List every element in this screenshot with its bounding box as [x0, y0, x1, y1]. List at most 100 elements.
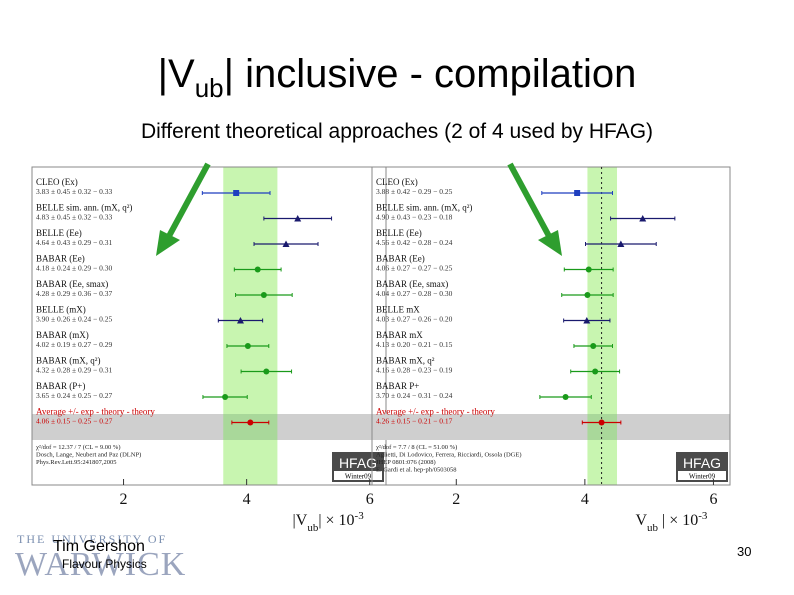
- xtick-label-right-2: 6: [709, 491, 717, 508]
- xaxis-label-right: Vub | × 10-3: [635, 510, 707, 534]
- point-values-right-0: 3.88 ± 0.42 − 0.29 − 0.25: [376, 187, 453, 196]
- point-label-right-6: BABAR mX: [376, 330, 423, 340]
- marker-right-3: [585, 266, 592, 273]
- chart-right-svg: CLEO (Ex)3.88 ± 0.42 − 0.29 − 0.25 BELLE …: [371, 166, 731, 534]
- marker-right-2: [617, 240, 625, 247]
- xaxis-label-left: |Vub| × 10-3: [293, 510, 365, 534]
- point-label-left-9: Average +/- exp - theory - theory: [36, 407, 155, 417]
- marker-right-7: [592, 368, 599, 375]
- arrow-left-icon: [156, 162, 211, 256]
- chart-right: CLEO (Ex) 3.88 ± 0.42 − 0.29 − 0.25 BELLE …: [370, 162, 734, 537]
- footer-text-right-1: Aglietti, Di Lodovico, Ferrera, Ricciard…: [376, 452, 522, 459]
- point-label-right-9: Average +/- exp - theory - theory: [376, 407, 495, 417]
- marker-right-4: [584, 292, 591, 298]
- point-label-left-7: BABAR (mX, q²): [36, 356, 100, 366]
- hfag-badge-text-left: HFAG: [339, 455, 377, 471]
- point-values-right-1: 4.90 ± 0.43 − 0.23 − 0.18: [376, 213, 453, 222]
- marker-left-6: [244, 343, 251, 349]
- point-label-right-2: BELLE (Ee): [376, 228, 422, 238]
- point-values-left-4: 4.28 ± 0.29 ± 0.36 − 0.37: [36, 289, 112, 298]
- point-values-right-9: 4.26 ± 0.15 − 0.21 − 0.17: [376, 417, 453, 426]
- point-label-right-1: BELLE sim. ann. (mX, q²): [376, 203, 472, 213]
- point-label-right-8: BABAR P+: [376, 381, 419, 391]
- point-values-left-6: 4.02 ± 0.19 ± 0.27 − 0.29: [36, 340, 112, 349]
- marker-left-8: [222, 394, 229, 400]
- footer-text-left-1: Dosch, Lange, Neubert and Paz (DLNP): [36, 452, 141, 459]
- slide-number: 30: [737, 544, 752, 559]
- xtick-label-left-0: 2: [120, 491, 128, 508]
- point-values-left-2: 4.64 ± 0.43 ± 0.29 − 0.31: [36, 238, 112, 247]
- marker-right-8: [562, 394, 569, 400]
- xtick-label-left-2: 6: [366, 491, 374, 508]
- xtick-label-left-1: 4: [243, 491, 251, 508]
- marker-right-6: [590, 343, 597, 349]
- footer-text-right-3: E. Gardi et al. hep-ph/0503058: [376, 467, 457, 474]
- point-label-right-3: BABAR (Ee): [376, 254, 425, 264]
- point-values-right-4: 4.04 ± 0.27 − 0.28 − 0.30: [376, 289, 453, 298]
- hfag-badge-text-right: HFAG: [683, 455, 721, 471]
- xtick-label-right-1: 4: [581, 491, 589, 508]
- marker-right-0: [574, 190, 581, 196]
- point-values-left-7: 4.32 ± 0.28 ± 0.29 − 0.31: [36, 366, 112, 375]
- marker-left-9: [247, 419, 254, 426]
- slide-subtitle: Different theoretical approaches (2 of 4…: [140, 120, 654, 143]
- marker-left-5: [236, 317, 244, 324]
- svg-text:THE UNIVERSITY OF: THE UNIVERSITY OF: [17, 532, 167, 546]
- point-label-left-2: BELLE (Ee): [36, 228, 82, 238]
- point-values-left-9: 4.06 ± 0.15 − 0.25 − 0.27: [36, 417, 113, 426]
- footer-text-right-2: JHEP 0801:076 (2008): [376, 459, 436, 466]
- point-values-right-8: 3.70 ± 0.24 − 0.31 − 0.24: [376, 391, 453, 400]
- point-label-right-4: BABAR (Ee, smax): [376, 279, 448, 289]
- marker-left-0: [233, 190, 240, 196]
- footer-text-right-0: χ²/dof = 7.7 / 8 (CL = 51.00 %): [376, 444, 457, 451]
- average-row-bg-left: [32, 414, 386, 440]
- point-label-left-4: BABAR (Ee, smax): [36, 279, 108, 289]
- frame-right: [371, 166, 731, 486]
- point-values-left-3: 4.18 ± 0.24 ± 0.29 − 0.30: [36, 264, 112, 273]
- point-values-left-0: 3.83 ± 0.45 ± 0.32 − 0.33: [36, 187, 112, 196]
- footer-text-left-0: χ²/dof = 12.37 / 7 (CL = 9.00 %): [36, 444, 121, 451]
- marker-left-2: [282, 240, 290, 247]
- marker-left-3: [254, 266, 261, 273]
- arrow-right-icon: [507, 162, 562, 256]
- point-values-right-6: 4.13 ± 0.20 − 0.21 − 0.15: [376, 340, 453, 349]
- hfag-badge-sub-bg-right: [678, 471, 726, 480]
- band-average-left: [223, 414, 278, 440]
- point-label-right-7: BABAR mX, q²: [376, 356, 435, 366]
- point-values-left-8: 3.65 ± 0.24 ± 0.25 − 0.27: [36, 391, 112, 400]
- average-row-bg-right: [372, 414, 730, 440]
- band-average-right: [587, 414, 618, 440]
- point-values-left-1: 4.83 ± 0.45 ± 0.32 − 0.33: [36, 213, 112, 222]
- university-logo: THE UNIVERSITY OF WARWICK: [15, 532, 186, 583]
- marker-right-1: [639, 215, 647, 222]
- marker-left-1: [294, 215, 302, 222]
- hfag-badge-sub-bg-left: [334, 471, 382, 480]
- chart-left: CLEO (Ex) 3.83 ± 0.45 ± 0.32 − 0.33 BELLE …: [30, 162, 390, 537]
- marker-right-9: [598, 419, 605, 426]
- point-label-left-3: BABAR (Ee): [36, 254, 85, 264]
- point-values-right-5: 4.03 ± 0.27 − 0.26 − 0.20: [376, 315, 453, 324]
- point-values-right-7: 4.16 ± 0.28 − 0.23 − 0.19: [376, 366, 453, 375]
- svg-text:WARWICK: WARWICK: [15, 546, 186, 583]
- point-values-right-2: 4.56 ± 0.42 − 0.28 − 0.24: [376, 238, 453, 247]
- marker-right-5: [583, 317, 591, 324]
- point-values-left-5: 3.90 ± 0.26 ± 0.24 − 0.25: [36, 315, 112, 324]
- point-label-left-1: BELLE sim. ann. (mX, q²): [36, 203, 132, 213]
- point-label-left-6: BABAR (mX): [36, 330, 89, 340]
- xtick-label-right-0: 2: [452, 491, 460, 508]
- point-label-right-0: CLEO (Ex): [376, 177, 418, 187]
- hfag-badge-sub-right: Winter09: [689, 473, 716, 481]
- point-label-left-8: BABAR (P+): [36, 381, 85, 391]
- footer-text-left-2: Phys.Rev.Lett.95:241807,2005: [36, 459, 116, 466]
- department: Flavour Physics: [62, 557, 147, 571]
- point-label-left-5: BELLE (mX): [36, 305, 86, 315]
- hfag-badge-sub-left: Winter09: [345, 473, 372, 481]
- marker-left-7: [263, 368, 270, 375]
- point-values-right-3: 4.06 ± 0.27 − 0.27 − 0.25: [376, 264, 453, 273]
- chart-left-svg: CLEO (Ex)3.83 ± 0.45 ± 0.32 − 0.33 BELLE …: [31, 166, 387, 534]
- slide-title: |Vub| inclusive - compilation: [157, 52, 637, 103]
- point-label-left-0: CLEO (Ex): [36, 177, 78, 187]
- author-name: Tim Gershon: [53, 538, 145, 555]
- marker-left-4: [260, 292, 267, 298]
- point-label-right-5: BELLE mX: [376, 305, 420, 315]
